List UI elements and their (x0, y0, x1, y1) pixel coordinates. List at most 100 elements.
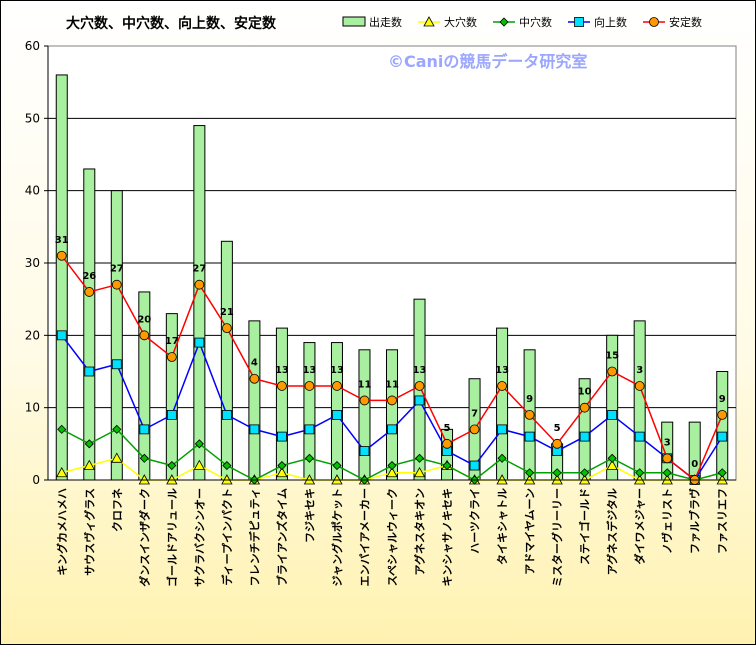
marker-diamond (304, 453, 315, 463)
marker-circle (221, 323, 232, 334)
marker-triangle (56, 466, 68, 478)
marker-diamond (635, 468, 645, 478)
data-label: 15 (605, 351, 619, 362)
marker-circle (442, 438, 452, 449)
marker-diamond (580, 468, 590, 478)
legend: 出走数 大穴数 中穴数 向上数 安定数 (342, 15, 702, 29)
marker-triangle (193, 459, 206, 470)
y-tick-label: 50 (25, 111, 40, 125)
marker-square (359, 446, 370, 456)
marker-circle (111, 279, 122, 290)
x-tick-label: アグネスタキオン (413, 488, 427, 575)
marker-diamond (57, 424, 67, 434)
marker-diamond (194, 439, 204, 449)
bar (248, 320, 261, 481)
marker-circle (194, 279, 205, 290)
y-tick-label: 10 (25, 401, 40, 415)
marker-square (139, 424, 150, 435)
marker-circle (469, 424, 480, 435)
marker-square (497, 424, 507, 435)
marker-diamond (332, 460, 342, 471)
marker-circle (579, 402, 590, 413)
bar (275, 327, 288, 481)
marker-circle (717, 409, 728, 420)
watermark: ©Caniの競馬データ研究室 (388, 52, 587, 71)
bar (633, 320, 646, 481)
marker-square (277, 431, 287, 442)
x-tick-label: ハーツクライ (469, 488, 482, 554)
data-label: 13 (302, 365, 316, 376)
data-label: 10 (578, 387, 592, 398)
marker-diamond (607, 453, 617, 463)
x-tick-label: フレンチデピュティ (247, 488, 261, 586)
x-tick-label: フジキセキ (303, 488, 316, 543)
marker-square (194, 337, 205, 348)
marker-square (111, 359, 122, 370)
legend-label: 大穴数 (444, 15, 477, 29)
marker-square (524, 431, 535, 442)
y-tick-label: 40 (25, 184, 40, 198)
legend-swatch-bar (342, 16, 366, 27)
marker-triangle (111, 452, 123, 463)
marker-square (717, 431, 728, 442)
data-label: 26 (82, 271, 96, 282)
marker-circle (649, 17, 659, 27)
bar (385, 349, 399, 481)
marker-circle (634, 381, 645, 391)
data-label: 3 (664, 437, 671, 448)
x-tick-label: ファルブラヴ (688, 488, 702, 554)
x-tick-label: ステイゴールド (578, 488, 592, 565)
data-label: 20 (137, 314, 151, 325)
x-tick-label: スペシャルウィーク (386, 488, 399, 586)
x-tick-label: ノヴェリスト (660, 488, 674, 554)
marker-diamond (497, 453, 507, 463)
marker-square (221, 409, 232, 420)
marker-diamond (167, 460, 177, 471)
x-tick-label: クロフネ (111, 488, 124, 532)
marker-square (607, 409, 618, 420)
marker-square (332, 409, 342, 420)
y-tick-label: 30 (25, 256, 40, 270)
data-label: 4 (251, 358, 258, 369)
data-label: 0 (691, 459, 698, 470)
data-label: 5 (554, 423, 561, 434)
x-tick-label: ダンスインザダーク (137, 488, 151, 587)
data-label: 17 (165, 336, 179, 347)
marker-circle (304, 381, 315, 391)
bar (220, 240, 233, 481)
data-label: 5 (444, 423, 451, 434)
marker-circle (56, 250, 67, 261)
bar (358, 349, 371, 481)
data-label: 3 (636, 365, 643, 376)
marker-circle (277, 381, 287, 391)
marker-triangle (606, 459, 618, 470)
data-label: 31 (55, 235, 69, 246)
marker-square (579, 431, 590, 442)
grid-lines (48, 117, 736, 409)
marker-circle (524, 409, 535, 420)
marker-circle (387, 395, 397, 406)
marker-triangle (276, 466, 288, 478)
x-tick-label: ディープインパクト (220, 488, 234, 586)
marker-circle (332, 381, 342, 391)
marker-square (56, 330, 67, 341)
marker-circle (414, 381, 425, 391)
data-label: 27 (110, 264, 124, 275)
marker-square (634, 431, 645, 442)
marker-square (469, 460, 480, 471)
chart-title: 大穴数、中穴数、向上数、安定数 (66, 15, 277, 32)
legend-label: 向上数 (594, 15, 627, 29)
data-label: 11 (358, 379, 372, 390)
marker-circle (662, 453, 673, 464)
marker-diamond (442, 460, 452, 471)
marker-diamond (717, 468, 727, 478)
y-tick-label: 0 (32, 473, 40, 487)
bar (110, 190, 123, 481)
marker-square (304, 424, 315, 435)
marker-diamond (499, 17, 509, 27)
y-tick-label: 60 (25, 39, 40, 53)
bar (83, 168, 96, 481)
data-label: 21 (220, 307, 234, 318)
y-axis: 0 10 20 30 40 50 60 (25, 39, 49, 487)
x-tick-label: ミスターグリーリー (550, 488, 564, 587)
